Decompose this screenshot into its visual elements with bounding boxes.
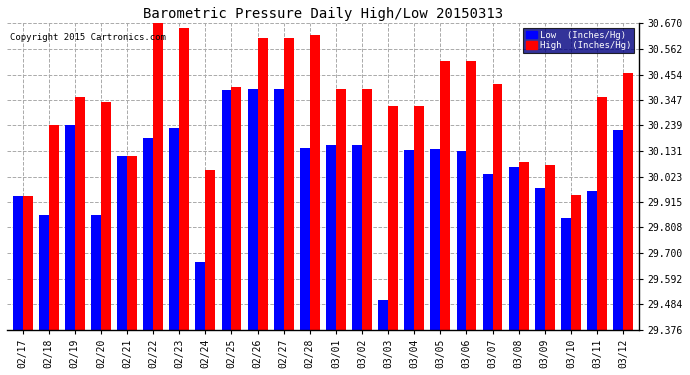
Bar — [91, 215, 101, 330]
Bar — [457, 151, 466, 330]
Bar — [300, 148, 310, 330]
Bar — [274, 88, 284, 330]
Bar — [153, 24, 163, 330]
Bar — [509, 166, 519, 330]
Legend: Low  (Inches/Hg), High  (Inches/Hg): Low (Inches/Hg), High (Inches/Hg) — [523, 28, 634, 53]
Bar — [65, 125, 75, 330]
Bar — [362, 88, 372, 330]
Bar — [284, 38, 294, 330]
Bar — [257, 38, 268, 330]
Bar — [336, 88, 346, 330]
Bar — [248, 88, 257, 330]
Bar — [117, 156, 127, 330]
Bar — [404, 150, 414, 330]
Bar — [144, 138, 153, 330]
Bar — [431, 149, 440, 330]
Bar — [195, 262, 206, 330]
Bar — [493, 84, 502, 330]
Bar — [231, 87, 241, 330]
Bar — [571, 195, 581, 330]
Bar — [545, 165, 555, 330]
Bar — [519, 162, 529, 330]
Bar — [466, 62, 476, 330]
Bar — [326, 146, 336, 330]
Bar — [39, 215, 49, 330]
Bar — [587, 192, 597, 330]
Bar — [310, 35, 319, 330]
Bar — [440, 62, 451, 330]
Bar — [179, 28, 189, 330]
Bar — [388, 106, 398, 330]
Bar — [352, 146, 362, 330]
Bar — [561, 217, 571, 330]
Title: Barometric Pressure Daily High/Low 20150313: Barometric Pressure Daily High/Low 20150… — [143, 7, 503, 21]
Bar — [12, 196, 23, 330]
Bar — [49, 125, 59, 330]
Bar — [101, 102, 111, 330]
Bar — [597, 97, 607, 330]
Bar — [535, 188, 545, 330]
Bar — [127, 156, 137, 330]
Bar — [221, 90, 231, 330]
Bar — [623, 73, 633, 330]
Bar — [378, 300, 388, 330]
Bar — [206, 170, 215, 330]
Bar — [613, 130, 623, 330]
Bar — [75, 97, 85, 330]
Bar — [482, 174, 493, 330]
Bar — [169, 128, 179, 330]
Text: Copyright 2015 Cartronics.com: Copyright 2015 Cartronics.com — [10, 33, 166, 42]
Bar — [414, 106, 424, 330]
Bar — [23, 196, 32, 330]
